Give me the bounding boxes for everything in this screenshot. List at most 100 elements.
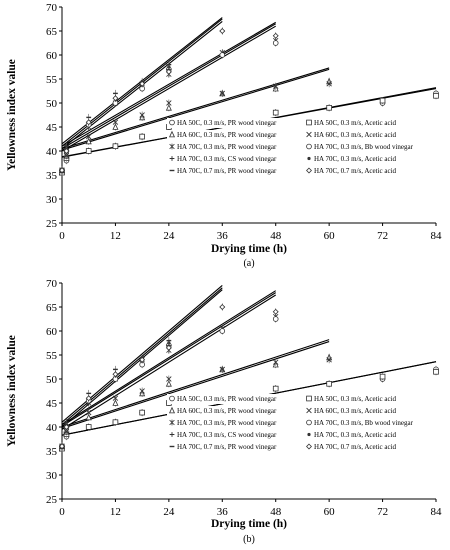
legend-bg xyxy=(304,154,439,164)
data-point xyxy=(326,357,332,363)
data-point xyxy=(219,90,226,97)
data-point xyxy=(219,328,226,334)
y-tick-label: 55 xyxy=(46,74,58,86)
legend-entry: HA 50C, 0.3 m/s, PR wood vinegar xyxy=(177,395,277,403)
y-axis-title: Yellowness index value xyxy=(6,335,18,447)
data-point xyxy=(139,356,146,363)
x-tick-label: 12 xyxy=(110,506,121,518)
data-point xyxy=(85,413,92,421)
fit-line xyxy=(61,290,277,426)
panel-label: (b) xyxy=(243,534,255,545)
y-tick-label: 65 xyxy=(46,26,58,38)
legend-marker xyxy=(169,143,175,150)
data-point xyxy=(166,376,172,382)
legend-entry: HA 70C, 0.7 m/s, Acetic acid xyxy=(314,443,397,451)
data-point xyxy=(139,388,145,394)
legend-bg xyxy=(167,406,302,416)
data-point xyxy=(326,81,332,87)
fit-line xyxy=(61,25,276,152)
x-tick-label: 72 xyxy=(377,506,388,518)
legend-entry: HA 60C, 0.3 m/s, Acetic acid xyxy=(314,407,397,415)
x-axis-title: Drying time (h) xyxy=(211,518,287,530)
y-tick-label: 25 xyxy=(46,494,58,506)
legend-bg xyxy=(167,418,302,428)
x-tick-label: 12 xyxy=(110,230,121,242)
legend-bg xyxy=(167,142,302,152)
data-point xyxy=(326,105,332,111)
y-tick-label: 50 xyxy=(46,374,58,386)
legend-marker xyxy=(307,156,311,161)
data-point xyxy=(433,93,439,99)
legend-bg xyxy=(167,442,302,452)
x-tick-label: 36 xyxy=(217,230,229,242)
data-point xyxy=(59,167,65,174)
legend-bg xyxy=(304,406,439,416)
data-point xyxy=(85,119,92,126)
data-point xyxy=(112,123,119,130)
fit-line xyxy=(61,339,330,428)
legend-marker xyxy=(306,407,312,414)
data-point xyxy=(219,366,226,373)
legend: HA 50C, 0.3 m/s, PR wood vinegar HA 50C, … xyxy=(167,118,439,176)
data-point xyxy=(85,133,92,140)
legend-entry: HA 70C, 0.3 m/s, CS wood vinegar xyxy=(177,155,277,163)
data-point xyxy=(219,52,226,58)
x-tick-label: 24 xyxy=(163,230,175,242)
data-point xyxy=(85,395,92,402)
x-tick-label: 60 xyxy=(324,230,336,242)
fit-line xyxy=(61,294,277,430)
legend-marker xyxy=(169,156,175,161)
series-10 xyxy=(59,303,279,450)
fit-line xyxy=(61,68,330,151)
fit-line xyxy=(61,21,276,147)
x-tick-label: 48 xyxy=(270,230,282,242)
legend-entry: HA 70C, 0.3 m/s, Bb wood vinegar xyxy=(314,143,414,151)
y-tick-label: 55 xyxy=(46,350,58,362)
legend-entry: HA 60C, 0.3 m/s, PR wood vinegar xyxy=(177,131,277,139)
legend-entry: HA 60C, 0.3 m/s, PR wood vinegar xyxy=(177,407,277,415)
legend-bg xyxy=(167,130,302,140)
data-point xyxy=(165,344,172,351)
data-point xyxy=(112,95,119,102)
legend-entry: HA 60C, 0.3 m/s, Acetic acid xyxy=(314,131,397,139)
data-point xyxy=(272,359,279,365)
legend-bg xyxy=(304,418,439,428)
y-tick-label: 25 xyxy=(46,218,58,230)
data-point xyxy=(219,304,226,310)
legend-bg xyxy=(167,394,302,404)
legend-marker xyxy=(306,443,312,450)
legend-bg xyxy=(167,430,302,440)
data-point xyxy=(85,424,92,430)
panel-label: (a) xyxy=(243,258,254,269)
y-axis-title: Yellowness index value xyxy=(6,59,18,171)
data-point xyxy=(139,409,145,416)
series-9 xyxy=(59,303,225,453)
data-point xyxy=(85,409,92,416)
legend: HA 50C, 0.3 m/s, PR wood vinegar HA 50C, … xyxy=(167,394,439,452)
data-point xyxy=(433,368,439,375)
y-tick-label: 45 xyxy=(46,398,58,410)
legend-marker xyxy=(306,143,312,150)
data-point xyxy=(63,148,70,154)
y-tick-label: 35 xyxy=(46,170,58,182)
chart-panel-a: 25 30 35 40 45 50 55 60 65 70 0 12 24 36 48 60 72 84 HA 50… xyxy=(6,2,442,269)
legend-entry: HA 50C, 0.3 m/s, Acetic acid xyxy=(314,119,397,127)
y-tick-label: 35 xyxy=(46,446,58,458)
data-point xyxy=(63,429,70,435)
y-tick-label: 50 xyxy=(46,98,58,110)
data-point xyxy=(379,373,386,380)
x-axis-title: Drying time (h) xyxy=(211,243,287,255)
x-tick-label: 48 xyxy=(270,506,282,518)
x-tick-label: 0 xyxy=(59,230,65,242)
legend-entry: HA 70C, 0.3 m/s, PR wood vinegar xyxy=(177,143,277,151)
data-point xyxy=(139,112,145,118)
legend-marker xyxy=(168,130,176,138)
y-tick-label: 30 xyxy=(46,470,58,482)
data-point xyxy=(85,137,92,145)
legend-marker xyxy=(169,119,175,126)
data-point xyxy=(63,424,70,430)
y-tick-label: 45 xyxy=(46,122,58,134)
fit-line xyxy=(61,341,330,429)
data-point xyxy=(112,419,119,425)
